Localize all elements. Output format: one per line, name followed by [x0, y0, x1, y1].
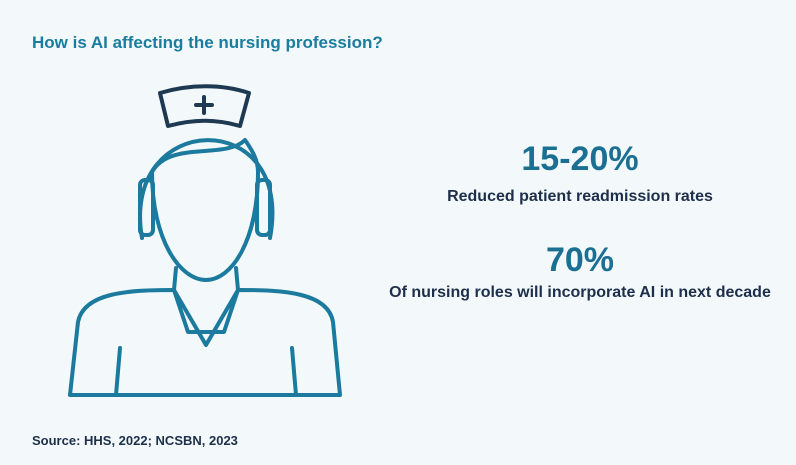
neck: [172, 266, 240, 292]
stat-value: 70%: [545, 241, 615, 279]
nurse-figure: [68, 138, 342, 397]
stat-label: Reduced patient readmission rates: [447, 188, 713, 205]
v-neck: [172, 288, 240, 334]
face: [150, 170, 260, 282]
ear-right: [255, 178, 272, 237]
source: Source: HHS, 2022; NCSBN, 2023: [32, 433, 238, 448]
body: [68, 288, 342, 397]
cap-cross: [194, 95, 214, 115]
nurse-cap: [158, 84, 251, 128]
stat-value: 15-20%: [521, 140, 639, 178]
arms: [114, 346, 298, 397]
ear-left: [138, 178, 155, 237]
stat-label: Of nursing roles will incorporate AI in …: [389, 284, 771, 301]
title: How is AI affecting the nursing professi…: [32, 33, 383, 52]
hairline: [150, 138, 260, 174]
